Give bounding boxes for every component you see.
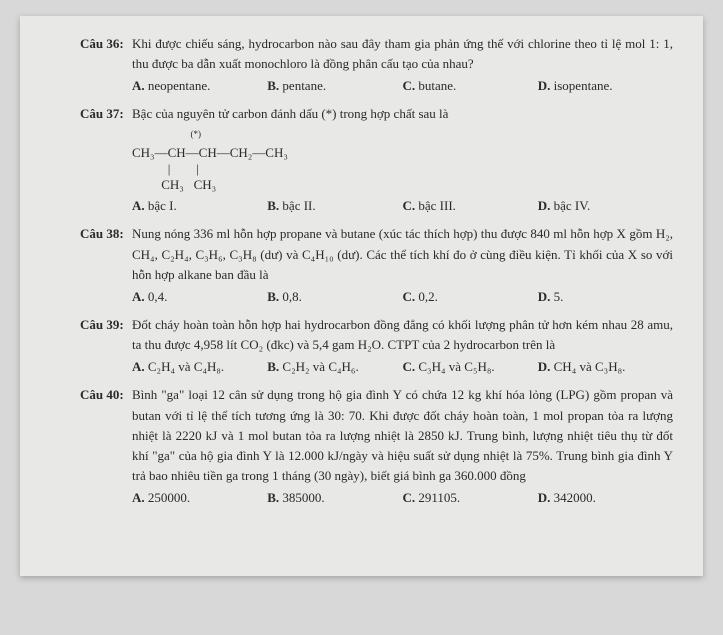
option-b: B. bậc II. [267,196,402,216]
question-40: Câu 40: Bình "ga" loại 12 cân sử dụng tr… [80,385,673,508]
options-row: A. C₂H₄ và C₄H₈. B. C₂H₂ và C₄H₆. C. C₃H… [132,357,673,377]
option-d: D. 342000. [538,488,673,508]
question-text: Đốt cháy hoàn toàn hỗn hợp hai hydrocarb… [132,315,673,355]
options-row: A. bậc I. B. bậc II. C. bậc III. D. bậc … [132,196,673,216]
options-row: A. 250000. B. 385000. C. 291105. D. 3420… [132,488,673,508]
question-text: Khi được chiếu sáng, hydrocarbon nào sau… [132,34,673,74]
option-a: A. bậc I. [132,196,267,216]
option-b: B. 385000. [267,488,402,508]
question-label: Câu 39: [80,315,132,335]
question-text: Nung nóng 336 ml hỗn hợp propane và buta… [132,224,673,284]
options-row: A. 0,4. B. 0,8. C. 0,2. D. 5. [132,287,673,307]
option-b: B. C₂H₂ và C₄H₆. [267,357,402,377]
question-label: Câu 36: [80,34,132,54]
question-label: Câu 40: [80,385,132,405]
options-row: A. neopentane. B. pentane. C. butane. D.… [132,76,673,96]
question-label: Câu 38: [80,224,132,244]
question-37: Câu 37: Bậc của nguyên tử carbon đánh dấ… [80,104,673,216]
option-d: D. CH₄ và C₃H₈. [538,357,673,377]
option-a: A. 250000. [132,488,267,508]
option-a: A. neopentane. [132,76,267,96]
question-label: Câu 37: [80,104,132,124]
option-c: C. 0,2. [403,287,538,307]
option-d: D. isopentane. [538,76,673,96]
option-c: C. 291105. [403,488,538,508]
question-38: Câu 38: Nung nóng 336 ml hỗn hợp propane… [80,224,673,307]
option-d: D. 5. [538,287,673,307]
option-b: B. pentane. [267,76,402,96]
question-text: Bậc của nguyên tử carbon đánh dấu (*) tr… [132,104,673,124]
option-c: C. butane. [403,76,538,96]
option-a: A. 0,4. [132,287,267,307]
option-d: D. bậc IV. [538,196,673,216]
option-a: A. C₂H₄ và C₄H₈. [132,357,267,377]
structural-formula: (*) CH₃—CH—CH—CH₂—CH₃ | | CH₃ CH₃ [132,129,673,193]
question-36: Câu 36: Khi được chiếu sáng, hydrocarbon… [80,34,673,96]
option-c: C. C₃H₄ và C₅H₈. [403,357,538,377]
option-b: B. 0,8. [267,287,402,307]
option-c: C. bậc III. [403,196,538,216]
question-39: Câu 39: Đốt cháy hoàn toàn hỗn hợp hai h… [80,315,673,377]
question-text: Bình "ga" loại 12 cân sử dụng trong hộ g… [132,385,673,486]
exam-page: Câu 36: Khi được chiếu sáng, hydrocarbon… [20,16,703,576]
